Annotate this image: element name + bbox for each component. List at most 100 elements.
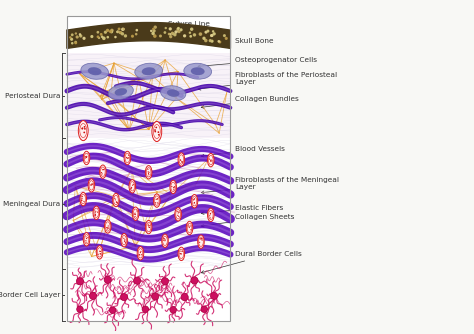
Circle shape xyxy=(84,128,86,130)
Circle shape xyxy=(95,211,96,212)
Ellipse shape xyxy=(154,194,160,207)
Circle shape xyxy=(201,239,203,241)
Circle shape xyxy=(76,278,83,285)
Circle shape xyxy=(130,188,131,189)
Circle shape xyxy=(91,183,92,184)
Circle shape xyxy=(132,35,133,37)
Ellipse shape xyxy=(88,67,101,75)
Circle shape xyxy=(162,278,169,285)
Text: Fibroblasts of the Meningeal
Layer: Fibroblasts of the Meningeal Layer xyxy=(201,177,339,194)
Circle shape xyxy=(97,36,99,37)
Text: Skull Bone: Skull Bone xyxy=(221,38,274,45)
Circle shape xyxy=(173,189,174,190)
Circle shape xyxy=(180,160,182,161)
Circle shape xyxy=(82,128,83,130)
Circle shape xyxy=(194,202,195,203)
Circle shape xyxy=(148,172,150,173)
Circle shape xyxy=(90,184,91,186)
Circle shape xyxy=(210,217,211,218)
Ellipse shape xyxy=(100,165,106,178)
Circle shape xyxy=(111,31,112,33)
Circle shape xyxy=(210,159,212,161)
Circle shape xyxy=(71,38,73,40)
Circle shape xyxy=(180,29,182,31)
Circle shape xyxy=(98,254,99,255)
Circle shape xyxy=(116,202,117,203)
Circle shape xyxy=(140,252,141,253)
Circle shape xyxy=(100,254,101,255)
Circle shape xyxy=(164,238,165,239)
Text: Osteoprogenator Cells: Osteoprogenator Cells xyxy=(198,57,317,67)
Circle shape xyxy=(170,34,171,35)
Circle shape xyxy=(209,159,210,160)
Circle shape xyxy=(134,277,141,284)
Circle shape xyxy=(177,30,179,31)
Circle shape xyxy=(225,37,227,39)
Circle shape xyxy=(127,158,128,159)
Circle shape xyxy=(141,254,142,255)
Ellipse shape xyxy=(162,234,168,247)
Circle shape xyxy=(139,254,140,255)
Ellipse shape xyxy=(167,90,180,97)
Circle shape xyxy=(85,236,87,237)
Circle shape xyxy=(157,202,158,203)
Circle shape xyxy=(116,201,117,202)
Circle shape xyxy=(91,184,92,185)
Circle shape xyxy=(209,215,210,216)
Circle shape xyxy=(178,216,179,217)
Circle shape xyxy=(188,224,189,225)
Circle shape xyxy=(210,213,211,214)
Ellipse shape xyxy=(178,247,184,261)
Circle shape xyxy=(210,40,211,41)
Circle shape xyxy=(85,156,86,157)
Ellipse shape xyxy=(104,220,111,233)
Circle shape xyxy=(131,187,132,188)
Ellipse shape xyxy=(146,220,152,234)
Circle shape xyxy=(169,28,171,30)
Circle shape xyxy=(174,34,176,36)
Circle shape xyxy=(157,198,158,199)
Circle shape xyxy=(178,212,179,213)
Circle shape xyxy=(125,35,127,37)
Text: Dural Border Cells: Dural Border Cells xyxy=(201,252,302,273)
Circle shape xyxy=(163,238,164,239)
Circle shape xyxy=(224,35,225,36)
Circle shape xyxy=(119,32,121,33)
Circle shape xyxy=(194,198,195,199)
Circle shape xyxy=(154,129,156,131)
Circle shape xyxy=(97,211,98,213)
Circle shape xyxy=(201,306,208,313)
Circle shape xyxy=(157,131,159,133)
Ellipse shape xyxy=(170,180,176,194)
Circle shape xyxy=(81,200,82,201)
Ellipse shape xyxy=(142,67,155,75)
Bar xyxy=(67,16,230,321)
Circle shape xyxy=(103,37,105,39)
Circle shape xyxy=(190,32,191,33)
Circle shape xyxy=(136,33,137,35)
Circle shape xyxy=(163,239,164,241)
Circle shape xyxy=(149,227,150,228)
Circle shape xyxy=(104,31,106,33)
Circle shape xyxy=(86,156,87,157)
Circle shape xyxy=(190,225,191,226)
Circle shape xyxy=(139,255,140,256)
Text: Periosteal Dura: Periosteal Dura xyxy=(5,93,60,99)
Circle shape xyxy=(180,159,181,160)
Circle shape xyxy=(177,211,178,212)
Circle shape xyxy=(108,227,109,229)
Circle shape xyxy=(160,35,161,37)
Circle shape xyxy=(147,224,149,225)
Circle shape xyxy=(135,214,136,215)
Text: Elastic Fibers: Elastic Fibers xyxy=(201,205,283,214)
Circle shape xyxy=(177,215,178,216)
Circle shape xyxy=(212,31,214,32)
Ellipse shape xyxy=(124,151,131,165)
Circle shape xyxy=(173,187,175,188)
Ellipse shape xyxy=(152,122,162,142)
Circle shape xyxy=(83,37,85,39)
Circle shape xyxy=(86,157,87,158)
Ellipse shape xyxy=(178,153,184,166)
Ellipse shape xyxy=(96,245,103,259)
Circle shape xyxy=(124,239,126,240)
